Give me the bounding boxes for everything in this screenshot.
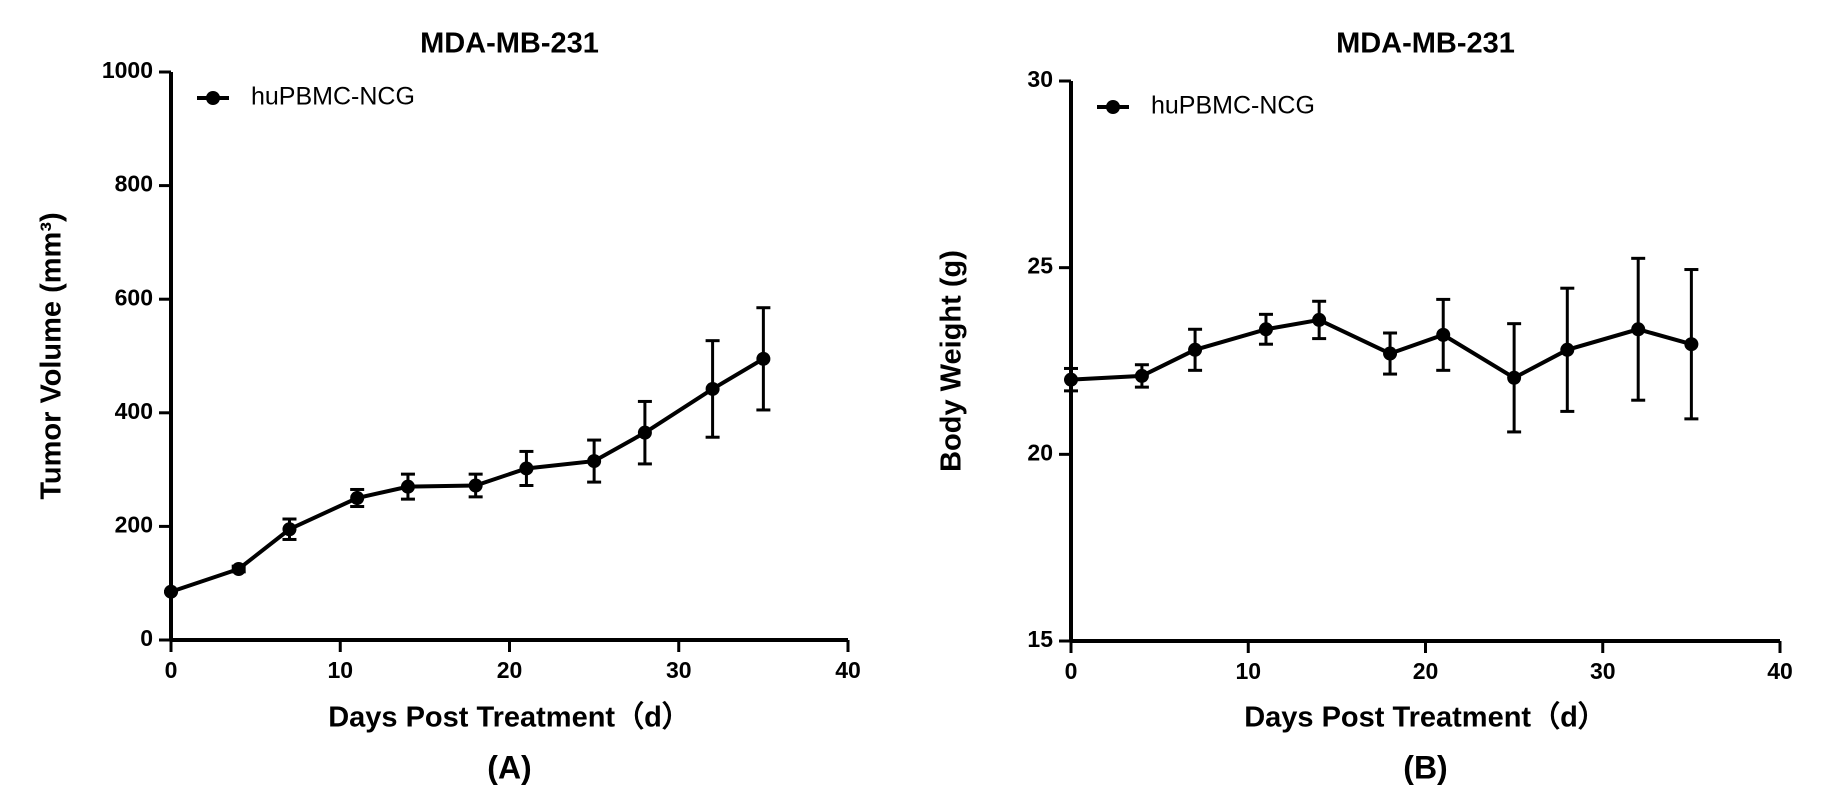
x-tick-label: 30: [1590, 658, 1616, 684]
y-tick-label: 600: [115, 284, 153, 310]
y-tick-label: 30: [1027, 66, 1053, 92]
x-axis-label: Days Post Treatment（d）: [1244, 701, 1607, 734]
data-point: [282, 522, 297, 537]
x-tick-label: 30: [666, 657, 692, 683]
data-point: [637, 425, 652, 440]
data-point: [587, 454, 602, 469]
x-tick-label: 0: [165, 657, 178, 683]
y-axis-label: Body Weight (g): [936, 250, 968, 472]
x-tick-label: 40: [1767, 658, 1793, 684]
data-point: [350, 491, 365, 505]
data-point: [468, 478, 483, 493]
chart-title: MDA-MB-231: [1336, 28, 1515, 60]
legend-marker: [206, 91, 220, 105]
x-tick-label: 10: [1235, 658, 1261, 684]
data-point: [705, 381, 720, 396]
data-point: [400, 479, 415, 494]
data-point: [164, 584, 178, 599]
series-line: [1070, 317, 1692, 382]
x-tick-label: 0: [1065, 658, 1078, 684]
chart: MDA-MB-231 Days Post Treatment（d） (A) Tumor…: [36, 28, 861, 786]
y-tick-label: 0: [140, 625, 153, 651]
y-tick-label: 20: [1027, 439, 1053, 465]
series-line: [170, 357, 765, 594]
x-tick-label: 20: [1413, 658, 1439, 684]
chart: MDA-MB-231 Days Post Treatment（d） (B) Body …: [936, 28, 1793, 786]
data-point: [1507, 370, 1522, 385]
y-tick-label: 15: [1027, 626, 1053, 652]
y-tick-label: 25: [1027, 253, 1053, 279]
data-point: [1436, 327, 1451, 342]
panel-label: (B): [1403, 749, 1447, 785]
data-point: [1258, 322, 1273, 337]
x-axis-label: Days Post Treatment（d）: [328, 701, 691, 734]
x-tick-label: 10: [327, 657, 353, 683]
data-point: [1631, 322, 1646, 337]
chart-title: MDA-MB-231: [420, 28, 599, 60]
data-point: [1684, 337, 1699, 352]
legend-label: huPBMC-NCG: [1151, 92, 1315, 120]
x-tick-label: 20: [497, 657, 523, 683]
legend-marker: [1106, 100, 1120, 114]
panel-label: (A): [487, 749, 531, 785]
y-tick-label: 800: [115, 171, 153, 197]
data-point: [1560, 342, 1575, 357]
data-point: [1064, 372, 1078, 387]
data-point: [1383, 346, 1398, 361]
y-tick-label: 200: [115, 511, 153, 537]
data-point: [1134, 368, 1149, 383]
data-point: [231, 562, 246, 576]
y-axis-label: Tumor Volume (mm³): [36, 212, 68, 499]
x-tick-label: 40: [835, 657, 861, 683]
y-tick-label: 400: [115, 398, 153, 424]
data-point: [1188, 342, 1203, 357]
data-point: [1312, 312, 1327, 327]
y-tick-label: 1000: [102, 57, 153, 83]
legend-label: huPBMC-NCG: [251, 83, 415, 111]
data-point: [756, 351, 771, 366]
data-point: [519, 461, 534, 476]
